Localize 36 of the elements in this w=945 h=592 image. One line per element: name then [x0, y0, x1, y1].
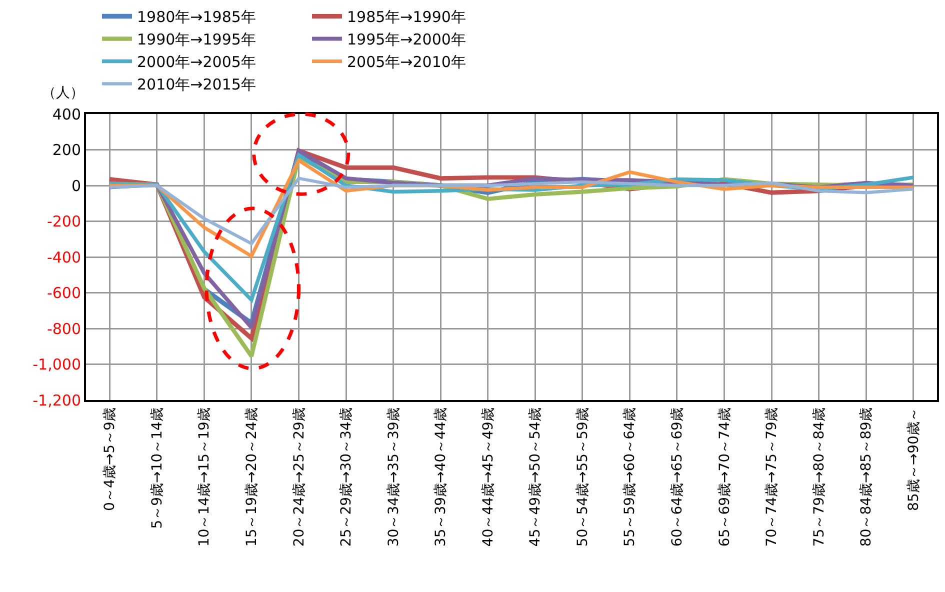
x-tick-label: 25～29歳→30～34歳 [338, 408, 355, 547]
x-tick-label: 15～19歳→20～24歳 [244, 408, 260, 547]
x-tick-label: 80～84歳→85～89歳 [858, 408, 875, 547]
legend-label: 2005年→2010年 [347, 53, 466, 72]
x-tick-label: 65～69歳→70～74歳 [716, 408, 733, 547]
legend-label: 1980年→1985年 [137, 8, 256, 26]
x-tick-label: 85歳～→90歳～ [906, 408, 922, 511]
y-tick-label: -1,000 [32, 356, 81, 374]
x-tick-label: 40～44歳→45～49歳 [480, 408, 496, 547]
legend-label: 1990年→1995年 [137, 30, 256, 49]
x-tick-label: 5～9歳→10～14歳 [149, 408, 166, 529]
x-tick-label: 50～54歳→55～59歳 [574, 408, 591, 547]
y-axis-title: （人） [42, 85, 84, 101]
y-tick-label: -200 [46, 212, 81, 230]
y-tick-label: 0 [71, 176, 81, 195]
y-tick-label: -1,200 [32, 391, 81, 410]
x-tick-label: 30～34歳→35～39歳 [386, 408, 402, 547]
x-tick-label: 45～49歳→50～54歳 [528, 408, 544, 547]
y-tick-label: 400 [52, 105, 81, 124]
x-tick-label: 75～79歳→80～84歳 [811, 408, 828, 547]
x-tick-label: 70～74歳→75～79歳 [764, 408, 780, 547]
x-tick-label: 20～24歳→25～29歳 [291, 408, 308, 547]
x-tick-label: 0～4歳→5～9歳 [102, 408, 118, 511]
x-tick-label: 10～14歳→15～19歳 [196, 408, 213, 547]
line-series [108, 176, 915, 246]
legend-label: 2000年→2005年 [137, 53, 256, 72]
x-tick-label: 35～39歳→40～44歳 [433, 408, 450, 547]
legend-label: 1995年→2000年 [347, 30, 466, 49]
y-tick-label: -600 [46, 284, 81, 302]
legend-label: 2010年→2015年 [137, 76, 256, 94]
y-tick-label: 200 [52, 141, 81, 159]
x-tick-label: 55～59歳→60～64歳 [622, 408, 638, 547]
legend-label: 1985年→1990年 [347, 8, 466, 26]
y-tick-label: -800 [46, 320, 81, 338]
y-tick-label: -400 [46, 248, 81, 266]
x-tick-label: 60～64歳→65～69歳 [670, 408, 686, 547]
